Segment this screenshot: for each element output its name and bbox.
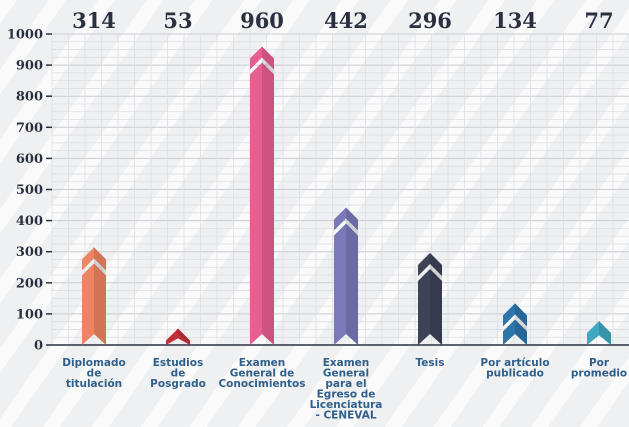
y-tick-label: 300 <box>16 245 43 260</box>
category-label: Tesis <box>416 357 445 369</box>
value-label: 53 <box>163 8 192 33</box>
bar-shade <box>599 321 611 345</box>
value-label: 296 <box>408 8 452 33</box>
bar <box>587 321 611 345</box>
bar <box>334 207 358 345</box>
category-label: Diplomado de titulación <box>62 357 125 390</box>
category-label: Estudios de Posgrado <box>150 357 206 390</box>
bar-arrow <box>334 207 358 345</box>
bar-shade <box>94 247 106 345</box>
y-tick-label: 200 <box>16 276 43 291</box>
bar <box>166 328 190 345</box>
bar-arrow <box>418 252 442 345</box>
bar-shade <box>178 328 190 345</box>
bar-shade <box>515 303 527 345</box>
y-tick-label: 1000 <box>7 28 43 43</box>
y-tick-label: 100 <box>16 307 43 322</box>
bar-arrow <box>250 46 274 345</box>
bar-shade <box>262 46 274 345</box>
bar <box>418 252 442 345</box>
bar <box>250 46 274 345</box>
value-label: 442 <box>324 8 368 33</box>
bar-shade <box>346 207 358 345</box>
category-label: Por promedio <box>571 357 627 380</box>
value-label: 314 <box>72 8 116 33</box>
bar-arrow <box>503 303 527 345</box>
value-label: 960 <box>240 8 284 33</box>
value-label: 134 <box>493 8 537 33</box>
bar <box>82 247 106 345</box>
bar-arrow <box>587 321 611 345</box>
y-tick-label: 600 <box>16 152 43 167</box>
bar-arrow <box>82 247 106 345</box>
y-tick-label: 500 <box>16 183 43 198</box>
value-labels: 314 53 960 442 296 134 77 <box>72 8 614 33</box>
category-label: Examen General de Conocimientos <box>218 357 305 390</box>
bars <box>82 46 611 345</box>
value-label: 77 <box>584 8 613 33</box>
y-tick-label: 0 <box>34 339 43 354</box>
bar-shade <box>430 252 442 345</box>
category-label: Examen General para el Egreso de Licenciatur… <box>310 357 383 422</box>
category-label: Por artículo publicado <box>480 357 549 380</box>
y-tick-label: 700 <box>16 121 43 136</box>
bar <box>503 303 527 345</box>
y-tick-label: 900 <box>16 59 43 74</box>
category-labels: Diplomado de titulación Estudios de Posgrado E… <box>62 357 627 422</box>
y-tick-label: 400 <box>16 214 43 229</box>
y-axis: 0 100 200 300 400 500 600 700 800 900 1000 <box>7 28 629 354</box>
bar-arrow <box>166 328 190 345</box>
y-tick-label: 800 <box>16 90 43 105</box>
